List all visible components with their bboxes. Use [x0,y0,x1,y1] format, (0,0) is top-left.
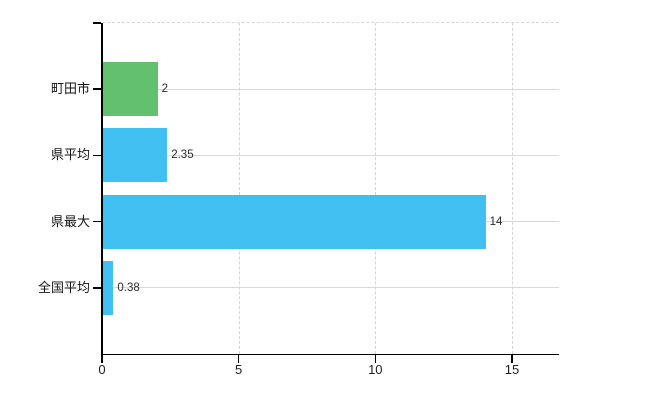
x-tick-label: 5 [235,362,243,377]
x-gridline [375,23,377,354]
category-label: 全国平均 [37,279,90,295]
x-axis-tick [511,355,513,363]
category-gridline [102,88,559,90]
x-gridline [238,23,240,354]
x-axis-tick [237,355,240,363]
bar-4 [103,260,114,315]
bar-value-label: 0.38 [117,281,140,294]
bar-2 [103,128,168,183]
y-axis-top-tick [93,22,101,24]
y-axis-line [101,23,103,362]
category-gridline [102,154,559,156]
y-axis-tick [93,154,101,157]
plot-top-border [102,22,559,23]
category-label: 町田市 [50,81,90,97]
bar-1 [103,62,158,117]
y-axis-tick [93,220,101,223]
x-axis-tick [101,355,103,363]
bar-value-label: 2 [161,83,169,96]
y-axis-tick [93,287,101,289]
x-tick-label: 0 [98,362,106,377]
category-label: 県最大 [50,213,90,229]
x-gridline [511,23,513,354]
category-label: 県平均 [50,147,90,163]
x-axis-tick [374,355,377,363]
bar-value-label: 14 [489,215,503,228]
x-tick-label: 15 [504,362,520,377]
y-axis-tick [93,88,101,90]
bar-value-label: 2.35 [171,149,194,162]
bar-3 [103,194,486,249]
x-axis-line [101,353,559,355]
category-gridline [102,287,559,289]
x-tick-label: 10 [368,362,383,377]
